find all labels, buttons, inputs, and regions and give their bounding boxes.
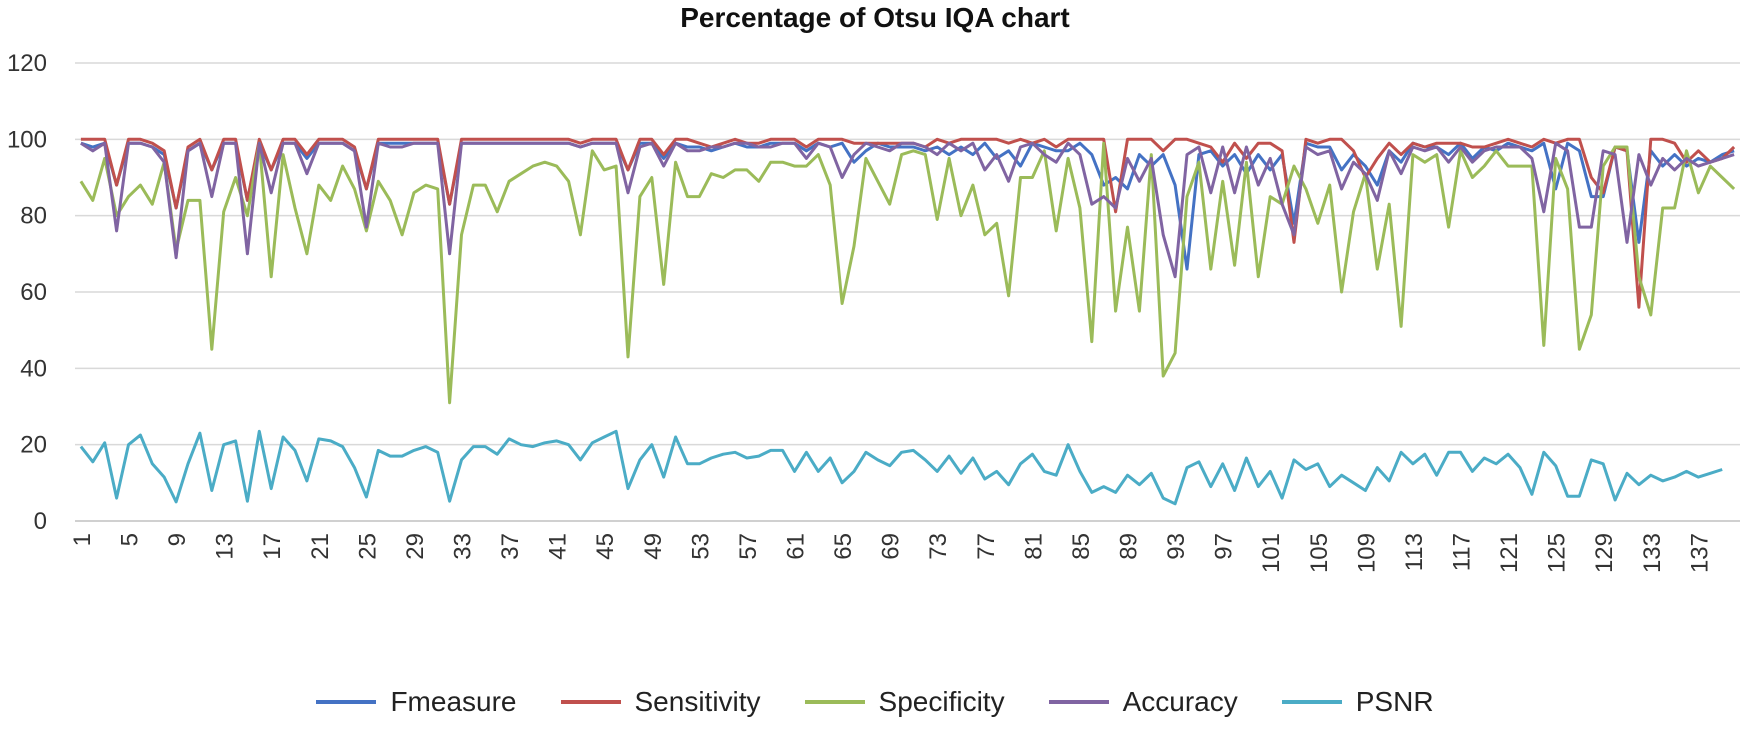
x-tick-label: 41: [545, 533, 572, 560]
legend-item-psnr: PSNR: [1281, 686, 1434, 718]
legend-item-fmeasure: Fmeasure: [316, 686, 517, 718]
x-tick-label: 109: [1353, 533, 1380, 573]
y-axis-ticks: 0 20 40 60 80 100 120: [7, 50, 47, 535]
y-tick-label: 0: [34, 508, 47, 535]
x-tick-label: 81: [1020, 533, 1047, 560]
series-line-psnr: [79, 429, 1723, 506]
x-tick-label: 5: [117, 533, 144, 546]
x-tick-label: 121: [1496, 533, 1523, 573]
x-tick-label: 77: [973, 533, 1000, 560]
x-tick-label: 65: [830, 533, 857, 560]
legend-label: Specificity: [878, 686, 1005, 717]
x-tick-label: 9: [164, 533, 191, 546]
y-tick-label: 80: [20, 203, 47, 230]
x-tick-label: 29: [402, 533, 429, 560]
x-tick-label: 37: [497, 533, 524, 560]
y-tick-label: 120: [7, 50, 47, 77]
x-tick-label: 85: [1068, 533, 1095, 560]
x-tick-label: 33: [450, 533, 477, 560]
x-tick-label: 49: [640, 533, 667, 560]
legend-swatch: [560, 700, 621, 704]
y-tick-label: 60: [20, 279, 47, 306]
x-tick-label: 93: [1163, 533, 1190, 560]
legend-swatch: [1281, 700, 1342, 704]
x-tick-label: 133: [1639, 533, 1666, 573]
x-tick-label: 105: [1306, 533, 1333, 573]
chart-title: Percentage of Otsu IQA chart: [680, 2, 1070, 33]
legend-swatch: [1048, 700, 1109, 704]
legend-swatch: [804, 700, 865, 704]
y-tick-label: 100: [7, 126, 47, 153]
x-tick-label: 89: [1116, 533, 1143, 560]
x-tick-label: 117: [1449, 533, 1476, 571]
gridlines: [75, 62, 1740, 522]
x-tick-label: 13: [212, 533, 239, 560]
x-tick-label: 17: [259, 533, 286, 560]
x-tick-label: 129: [1591, 533, 1618, 573]
x-tick-label: 1: [69, 533, 96, 546]
x-tick-label: 21: [307, 533, 334, 560]
x-tick-label: 69: [878, 533, 905, 560]
x-tick-label: 97: [1211, 533, 1238, 560]
legend-swatch: [316, 700, 377, 704]
x-tick-label: 61: [783, 533, 810, 560]
x-tick-label: 45: [592, 533, 619, 560]
x-tick-label: 125: [1544, 533, 1571, 573]
legend-item-specificity: Specificity: [804, 686, 1005, 718]
x-tick-label: 101: [1258, 533, 1285, 573]
series-lines: [79, 137, 1736, 506]
legend: Fmeasure Sensitivity Specificity Accuracy PS…: [0, 686, 1750, 718]
x-axis-ticks: 1 5 9 13 17 21 25 29 33 37 41 45 49 53 57 61 65 69 73 77 81 8…: [69, 533, 1713, 573]
x-tick-label: 53: [687, 533, 714, 560]
x-tick-label: 73: [925, 533, 952, 560]
x-tick-label: 57: [735, 533, 762, 560]
series-line-accuracy: [80, 141, 1735, 279]
x-tick-label: 25: [354, 533, 381, 560]
x-tick-label: 113: [1401, 533, 1428, 571]
y-tick-label: 40: [20, 355, 47, 382]
x-tick-label: 137: [1686, 533, 1713, 573]
series-line-specificity: [79, 141, 1736, 405]
y-tick-label: 20: [20, 432, 47, 459]
legend-label: Sensitivity: [634, 686, 761, 717]
legend-item-sensitivity: Sensitivity: [560, 686, 761, 718]
legend-label: Accuracy: [1122, 686, 1238, 717]
legend-label: Fmeasure: [390, 686, 517, 717]
legend-label: PSNR: [1355, 686, 1434, 717]
legend-item-accuracy: Accuracy: [1048, 686, 1238, 718]
